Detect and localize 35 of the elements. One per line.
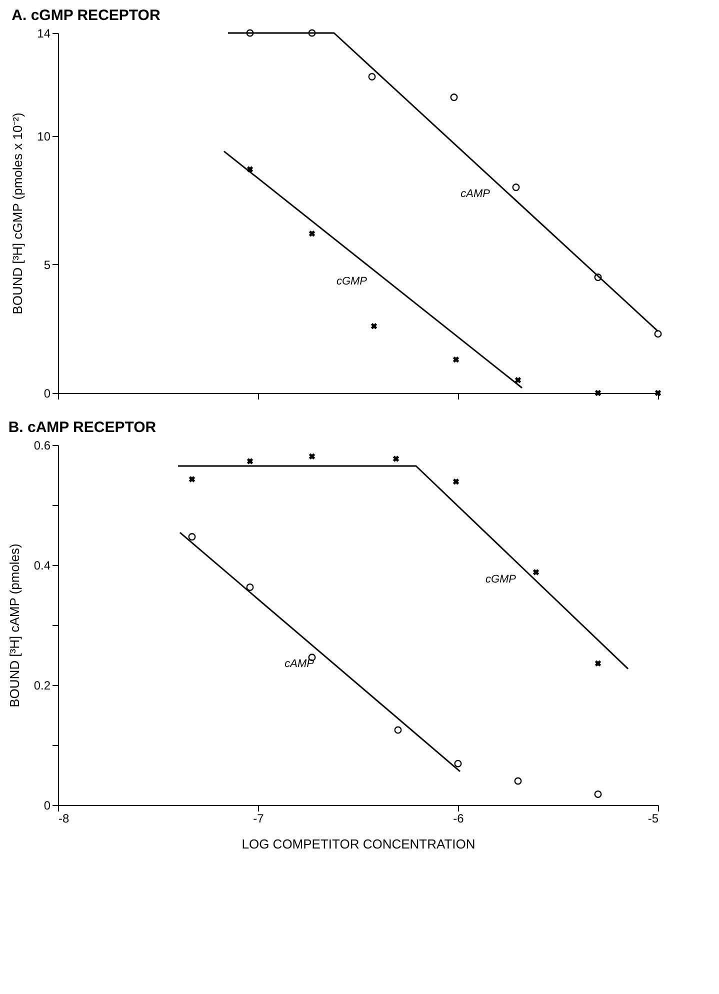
x-tick-label: -5 bbox=[648, 812, 659, 826]
x-tick-label: -8 bbox=[58, 812, 70, 826]
point bbox=[308, 29, 316, 37]
point bbox=[370, 323, 378, 330]
point bbox=[450, 94, 458, 102]
series-label: cGMP bbox=[336, 276, 368, 288]
point bbox=[246, 29, 254, 37]
y-tick-label: 0 bbox=[44, 386, 51, 400]
y-tick-label: 0.2 bbox=[34, 678, 51, 692]
point bbox=[594, 390, 602, 396]
x-tick-label: -6 bbox=[453, 812, 464, 826]
series-label: cAMP bbox=[460, 188, 491, 200]
point bbox=[654, 330, 662, 338]
y-tick-label: 0.6 bbox=[34, 438, 51, 452]
y-tick-label: 14 bbox=[37, 26, 51, 40]
series-label: cGMP bbox=[485, 573, 517, 586]
y-axis-title: BOUND [³H] cAMP (pmoles) bbox=[6, 544, 22, 708]
y-tick-label: 5 bbox=[44, 258, 51, 272]
point bbox=[368, 72, 376, 80]
point bbox=[514, 377, 522, 384]
y-tick-label: 0.4 bbox=[34, 558, 51, 572]
x-tick-label: -7 bbox=[253, 812, 264, 826]
point bbox=[308, 230, 316, 237]
point bbox=[654, 390, 662, 396]
series-label: cAMP bbox=[284, 658, 315, 670]
point bbox=[512, 184, 520, 192]
x-axis-title: LOG COMPETITOR CONCENTRATION bbox=[242, 836, 476, 852]
point bbox=[452, 356, 460, 363]
y-axis-title: BOUND [³H] cGMP (pmoles x 10⁻²) bbox=[10, 112, 26, 314]
y-tick-label: 10 bbox=[37, 129, 51, 144]
chart-title: A. cGMP RECEPTOR bbox=[12, 7, 160, 24]
point bbox=[246, 166, 254, 172]
y-tick-label: 0 bbox=[44, 798, 51, 812]
chart-title: B. cAMP RECEPTOR bbox=[8, 419, 156, 436]
point bbox=[594, 274, 602, 282]
